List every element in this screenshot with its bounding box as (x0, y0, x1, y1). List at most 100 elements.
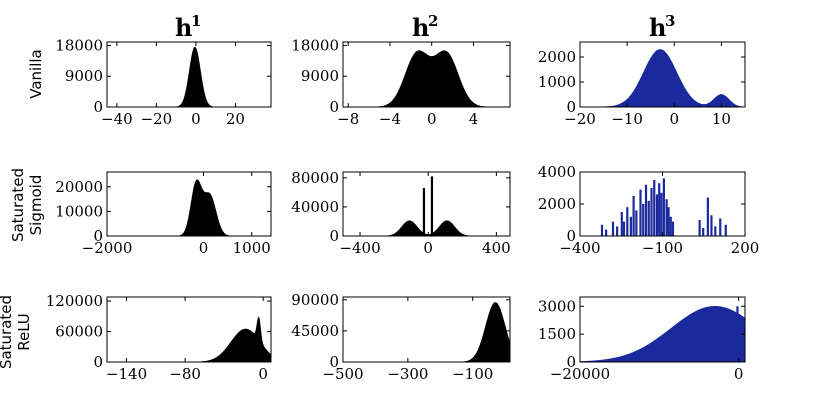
x-tick-label: 400 (482, 239, 511, 257)
hist-bar (629, 216, 632, 236)
y-tick-label: 18000 (55, 36, 103, 54)
y-tick-label: 90000 (291, 291, 339, 309)
row-label-saturated-sigmoid: Saturated Sigmoid (9, 168, 45, 242)
hist-bar (655, 194, 659, 236)
y-tick-label: 0 (329, 353, 339, 371)
hist-bar (724, 224, 727, 236)
y-tick-label: 80000 (291, 169, 339, 187)
x-tick-label: 10 (712, 110, 731, 128)
hist-bar (665, 199, 668, 236)
x-tick-label: −40 (101, 110, 133, 128)
x-tick-label: 1000 (233, 239, 271, 257)
x-tick-label: −20000 (550, 365, 610, 383)
y-tick-label: 0 (93, 353, 103, 371)
hist-bar (605, 229, 608, 236)
svg-text:Saturated: Saturated (0, 295, 15, 369)
hist-bar (632, 196, 635, 236)
x-tick-label: −500 (322, 365, 363, 383)
y-tick-label: 0 (93, 98, 103, 116)
axes-frame (342, 296, 511, 363)
svg-text:2: 2 (428, 12, 438, 30)
x-tick-label: −10 (611, 110, 643, 128)
x-tick-label: 0 (427, 110, 437, 128)
y-tick-label: 4000 (538, 163, 576, 181)
x-tick-label: −80 (169, 365, 201, 383)
y-tick-label: 0 (566, 227, 576, 245)
hist-bar (667, 207, 670, 236)
hist-panel-r1c1: −40 −20 0 20 0 9000 18000 (55, 36, 272, 128)
hist-bar (669, 216, 672, 236)
hist-bar (616, 226, 619, 236)
svg-text:3: 3 (665, 12, 675, 30)
y-tick-label: 0 (93, 227, 103, 245)
y-tick-label: 60000 (55, 323, 103, 341)
y-tick-label: 0 (329, 98, 339, 116)
x-tick-label: 0 (734, 365, 744, 383)
hist-area (107, 46, 271, 108)
svg-text:h: h (412, 13, 429, 42)
x-tick-label: −4 (379, 110, 401, 128)
hist-bar (635, 210, 638, 236)
x-tick-label: −300 (387, 365, 428, 383)
x-tick-label: −8 (337, 110, 359, 128)
svg-text:h: h (175, 13, 192, 42)
x-tick-label: 200 (731, 239, 760, 257)
hist-bar (430, 176, 434, 236)
column-title-3: h 3 (649, 12, 675, 42)
x-tick-label: 20 (226, 110, 245, 128)
hist-bar (671, 221, 675, 236)
hist-bar (714, 226, 717, 236)
y-tick-label: 0 (566, 98, 576, 116)
hist-bar (658, 183, 661, 236)
hist-bar (647, 200, 650, 236)
axes-frame (579, 296, 746, 363)
hist-panel-r3c2: −500 −300 −100 0 45000 90000 (291, 291, 511, 383)
x-tick-label: 0 (423, 239, 433, 257)
hist-bar (639, 189, 642, 236)
x-tick-label: −400 (339, 239, 380, 257)
x-tick-label: −20 (564, 110, 596, 128)
hist-bar (698, 220, 701, 236)
hist-bar (719, 218, 722, 236)
svg-text:h: h (649, 13, 666, 42)
svg-text:Sigmoid: Sigmoid (27, 175, 45, 236)
y-tick-label: 40000 (291, 198, 339, 216)
hist-bar (620, 212, 623, 236)
y-tick-label: 0 (566, 353, 576, 371)
hist-bar (600, 224, 604, 236)
y-tick-label: 0 (329, 227, 339, 245)
y-tick-label: 1500 (538, 325, 576, 343)
y-tick-label: 9000 (301, 67, 339, 85)
x-tick-label: 0 (670, 110, 680, 128)
column-title-1: h 1 (175, 12, 201, 42)
x-tick-label: 4 (469, 110, 479, 128)
hist-bar (702, 228, 705, 236)
hist-bar (642, 204, 645, 236)
hist-bar (622, 221, 626, 236)
y-tick-label: 3000 (538, 297, 576, 315)
hist-bar (706, 197, 709, 236)
hist-area (343, 220, 510, 237)
hist-area (580, 49, 746, 108)
y-tick-label: 1000 (538, 73, 576, 91)
hist-bar (422, 188, 426, 236)
x-tick-label: 0 (258, 365, 268, 383)
hist-area (343, 302, 511, 363)
y-tick-label: 10000 (55, 202, 103, 220)
y-tick-label: 2000 (538, 195, 576, 213)
x-tick-label: −100 (642, 239, 683, 257)
y-tick-label: 45000 (291, 322, 339, 340)
column-title-2: h 2 (412, 12, 438, 42)
x-tick-label: 0 (199, 239, 209, 257)
x-tick-label: −140 (106, 365, 147, 383)
hist-area (579, 305, 746, 363)
axes-frame (342, 41, 511, 108)
hist-bar (736, 306, 739, 362)
hist-bar (653, 180, 656, 236)
y-tick-label: 2000 (538, 48, 576, 66)
axes-frame (342, 171, 511, 237)
